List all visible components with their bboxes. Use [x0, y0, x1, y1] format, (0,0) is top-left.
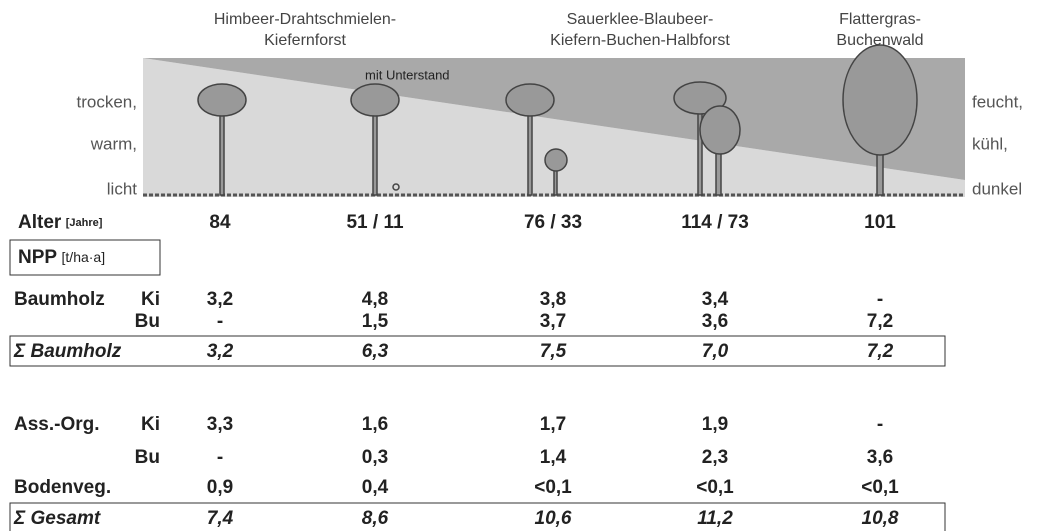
column-header: Kiefern-Buchen-Halbforst [550, 32, 730, 49]
age-value: 114 / 73 [681, 212, 749, 233]
column-header: Himbeer-Drahtschmielen- [214, 11, 396, 28]
cell: 2,3 [702, 447, 728, 468]
cell: 0,4 [362, 477, 389, 498]
left-label: trocken, [77, 92, 137, 111]
cell: 4,8 [362, 289, 388, 310]
cell: 3,2 [207, 341, 234, 362]
cell: 11,2 [697, 508, 733, 529]
row-label: Σ Gesamt [13, 508, 101, 529]
age-value: 51 / 11 [346, 212, 403, 233]
cell: 3,6 [867, 447, 893, 468]
cell: 10,8 [862, 508, 899, 529]
age-value: 76 / 33 [524, 212, 582, 233]
row-sublabel: Ki [141, 289, 160, 310]
annotation: mit Unterstand [365, 67, 450, 82]
cell: <0,1 [534, 477, 572, 498]
cell: 1,6 [362, 414, 388, 435]
age-label: Alter [Jahre] [18, 212, 103, 233]
cell: 7,2 [867, 341, 894, 362]
column-header: Sauerklee-Blaubeer- [567, 11, 714, 28]
cell: 3,6 [702, 311, 728, 332]
right-label: feucht, [972, 92, 1023, 111]
cell: 1,9 [702, 414, 728, 435]
cell: 10,6 [535, 508, 572, 529]
row-label: Σ Baumholz [13, 341, 122, 362]
column-header: Kiefernforst [264, 32, 346, 49]
row-label: Ass.-Org. [14, 414, 100, 435]
cell: 7,0 [702, 341, 729, 362]
cell: - [877, 289, 883, 310]
cell: 6,3 [362, 341, 389, 362]
cell: 1,4 [540, 447, 567, 468]
cell: 3,8 [540, 289, 566, 310]
cell: 1,7 [540, 414, 566, 435]
age-value: 101 [864, 212, 896, 233]
cell: 8,6 [362, 508, 389, 529]
sum-box [9, 502, 946, 531]
cell: - [877, 414, 883, 435]
cell: <0,1 [861, 477, 899, 498]
cell: 3,3 [207, 414, 233, 435]
npp-label: NPP [t/ha·a] [18, 247, 105, 268]
left-label: warm, [90, 134, 137, 153]
npp-box [9, 239, 161, 276]
cell: 7,5 [540, 341, 567, 362]
column-header: Flattergras- [839, 11, 921, 28]
cell: 7,4 [207, 508, 234, 529]
sum-box [9, 335, 946, 367]
right-label: kühl, [972, 134, 1008, 153]
row-label: Baumholz [14, 289, 105, 310]
left-label: licht [107, 179, 138, 198]
light-triangle [143, 58, 965, 197]
cell: 1,5 [362, 311, 389, 332]
row-label: Bodenveg. [14, 477, 111, 498]
cell: 0,3 [362, 447, 388, 468]
trees [197, 44, 918, 196]
cell: - [217, 447, 223, 468]
right-label: dunkel [972, 179, 1022, 198]
cell: 3,2 [207, 289, 233, 310]
cell: 0,9 [207, 477, 233, 498]
column-header: Buchenwald [836, 32, 923, 49]
cell: 7,2 [867, 311, 893, 332]
cell: - [217, 311, 223, 332]
cell: 3,7 [540, 311, 566, 332]
row-sublabel: Ki [141, 414, 160, 435]
cell: 3,4 [702, 289, 729, 310]
cell: <0,1 [696, 477, 734, 498]
row-sublabel: Bu [135, 447, 160, 468]
row-sublabel: Bu [135, 311, 160, 332]
age-value: 84 [209, 212, 231, 233]
